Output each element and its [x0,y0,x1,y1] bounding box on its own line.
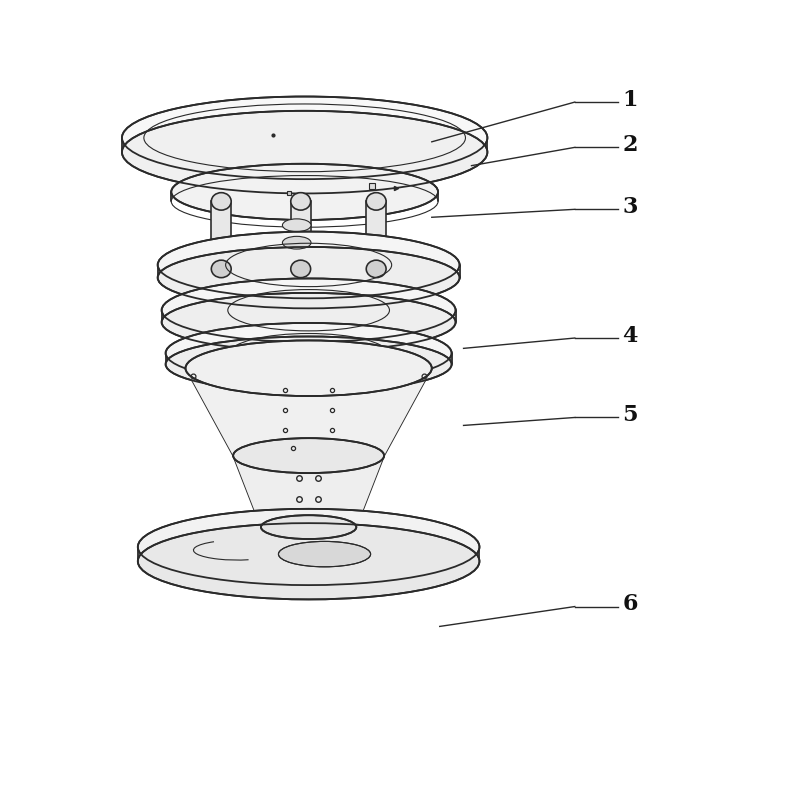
Ellipse shape [122,97,487,179]
Ellipse shape [366,260,386,278]
Ellipse shape [282,236,311,249]
Text: 4: 4 [622,325,638,346]
Ellipse shape [282,219,311,231]
Ellipse shape [138,523,479,599]
Polygon shape [290,202,310,269]
Ellipse shape [366,193,386,210]
Polygon shape [233,456,384,527]
Ellipse shape [171,164,438,220]
Ellipse shape [278,542,370,567]
Ellipse shape [233,438,384,473]
Ellipse shape [211,193,231,210]
Polygon shape [162,310,456,314]
Ellipse shape [290,193,310,210]
Text: 3: 3 [622,196,638,218]
Ellipse shape [290,260,310,278]
Ellipse shape [186,341,432,396]
Polygon shape [166,353,452,357]
Text: 5: 5 [622,404,638,426]
Ellipse shape [122,111,487,194]
Polygon shape [366,202,386,269]
Text: 2: 2 [622,134,638,156]
Ellipse shape [158,247,459,308]
Ellipse shape [166,337,452,392]
Polygon shape [158,265,459,269]
Ellipse shape [166,323,452,383]
Polygon shape [186,368,432,456]
Ellipse shape [261,515,356,539]
Text: 6: 6 [622,593,638,615]
Ellipse shape [162,278,456,342]
Ellipse shape [158,231,459,298]
Ellipse shape [162,293,456,351]
Ellipse shape [138,509,479,585]
Ellipse shape [211,260,231,278]
Text: 1: 1 [622,89,638,110]
Polygon shape [211,202,231,269]
